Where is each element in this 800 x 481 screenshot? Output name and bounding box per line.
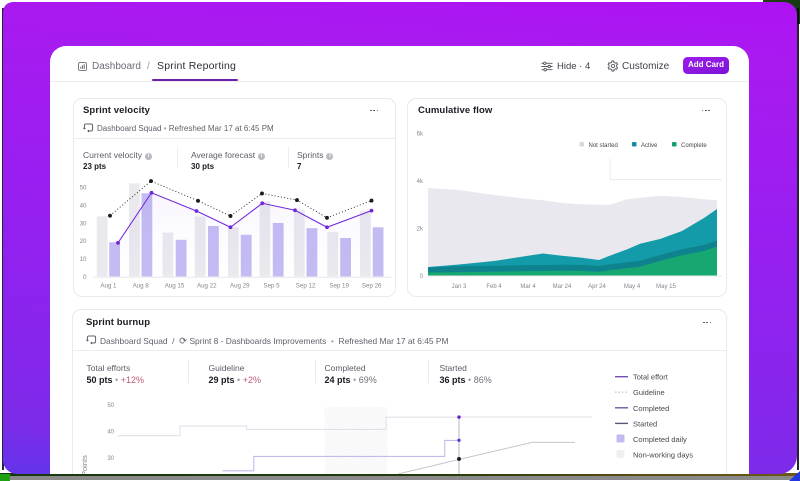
svg-text:0: 0 <box>420 274 424 280</box>
svg-text:20: 20 <box>80 238 87 245</box>
svg-text:Aug 1: Aug 1 <box>100 283 117 290</box>
svg-text:Aug 29: Aug 29 <box>230 283 250 290</box>
svg-text:Completed daily: Completed daily <box>633 435 687 444</box>
svg-text:0: 0 <box>83 274 87 281</box>
svg-text:Not started: Not started <box>589 143 618 149</box>
svg-text:30: 30 <box>80 220 87 227</box>
svg-text:6k: 6k <box>417 132 424 138</box>
svg-text:10: 10 <box>80 256 87 263</box>
svg-text:Apr 24: Apr 24 <box>588 284 606 290</box>
svg-text:Aug 15: Aug 15 <box>165 283 185 290</box>
svg-text:40: 40 <box>80 202 87 209</box>
svg-text:Aug 8: Aug 8 <box>133 283 150 290</box>
svg-text:Jan 3: Jan 3 <box>452 284 467 290</box>
svg-text:Started: Started <box>633 419 657 428</box>
svg-text:Non-working days: Non-working days <box>633 450 693 459</box>
svg-text:Sep 12: Sep 12 <box>296 283 316 290</box>
svg-text:40: 40 <box>107 429 114 435</box>
svg-text:50: 50 <box>107 403 114 409</box>
svg-text:Total effort: Total effort <box>633 373 669 382</box>
svg-text:Completed: Completed <box>633 404 669 413</box>
svg-text:Aug 22: Aug 22 <box>197 283 217 290</box>
svg-text:Guideline: Guideline <box>633 388 665 397</box>
svg-text:May 4: May 4 <box>624 284 641 290</box>
svg-text:30: 30 <box>107 456 114 462</box>
svg-text:4k: 4k <box>417 179 424 185</box>
svg-text:50: 50 <box>80 185 87 192</box>
svg-text:Complete: Complete <box>681 143 707 149</box>
svg-text:Active: Active <box>641 143 658 149</box>
svg-text:Points: Points <box>80 455 89 474</box>
svg-text:Sep 19: Sep 19 <box>329 283 349 290</box>
svg-text:Sep 5: Sep 5 <box>263 283 280 290</box>
svg-text:May 15: May 15 <box>656 284 676 290</box>
svg-text:Mar 24: Mar 24 <box>553 284 572 290</box>
svg-text:Feb 4: Feb 4 <box>486 284 502 290</box>
svg-text:Sep 26: Sep 26 <box>362 283 382 290</box>
svg-text:2k: 2k <box>417 227 424 233</box>
svg-text:Mar 4: Mar 4 <box>520 284 536 290</box>
